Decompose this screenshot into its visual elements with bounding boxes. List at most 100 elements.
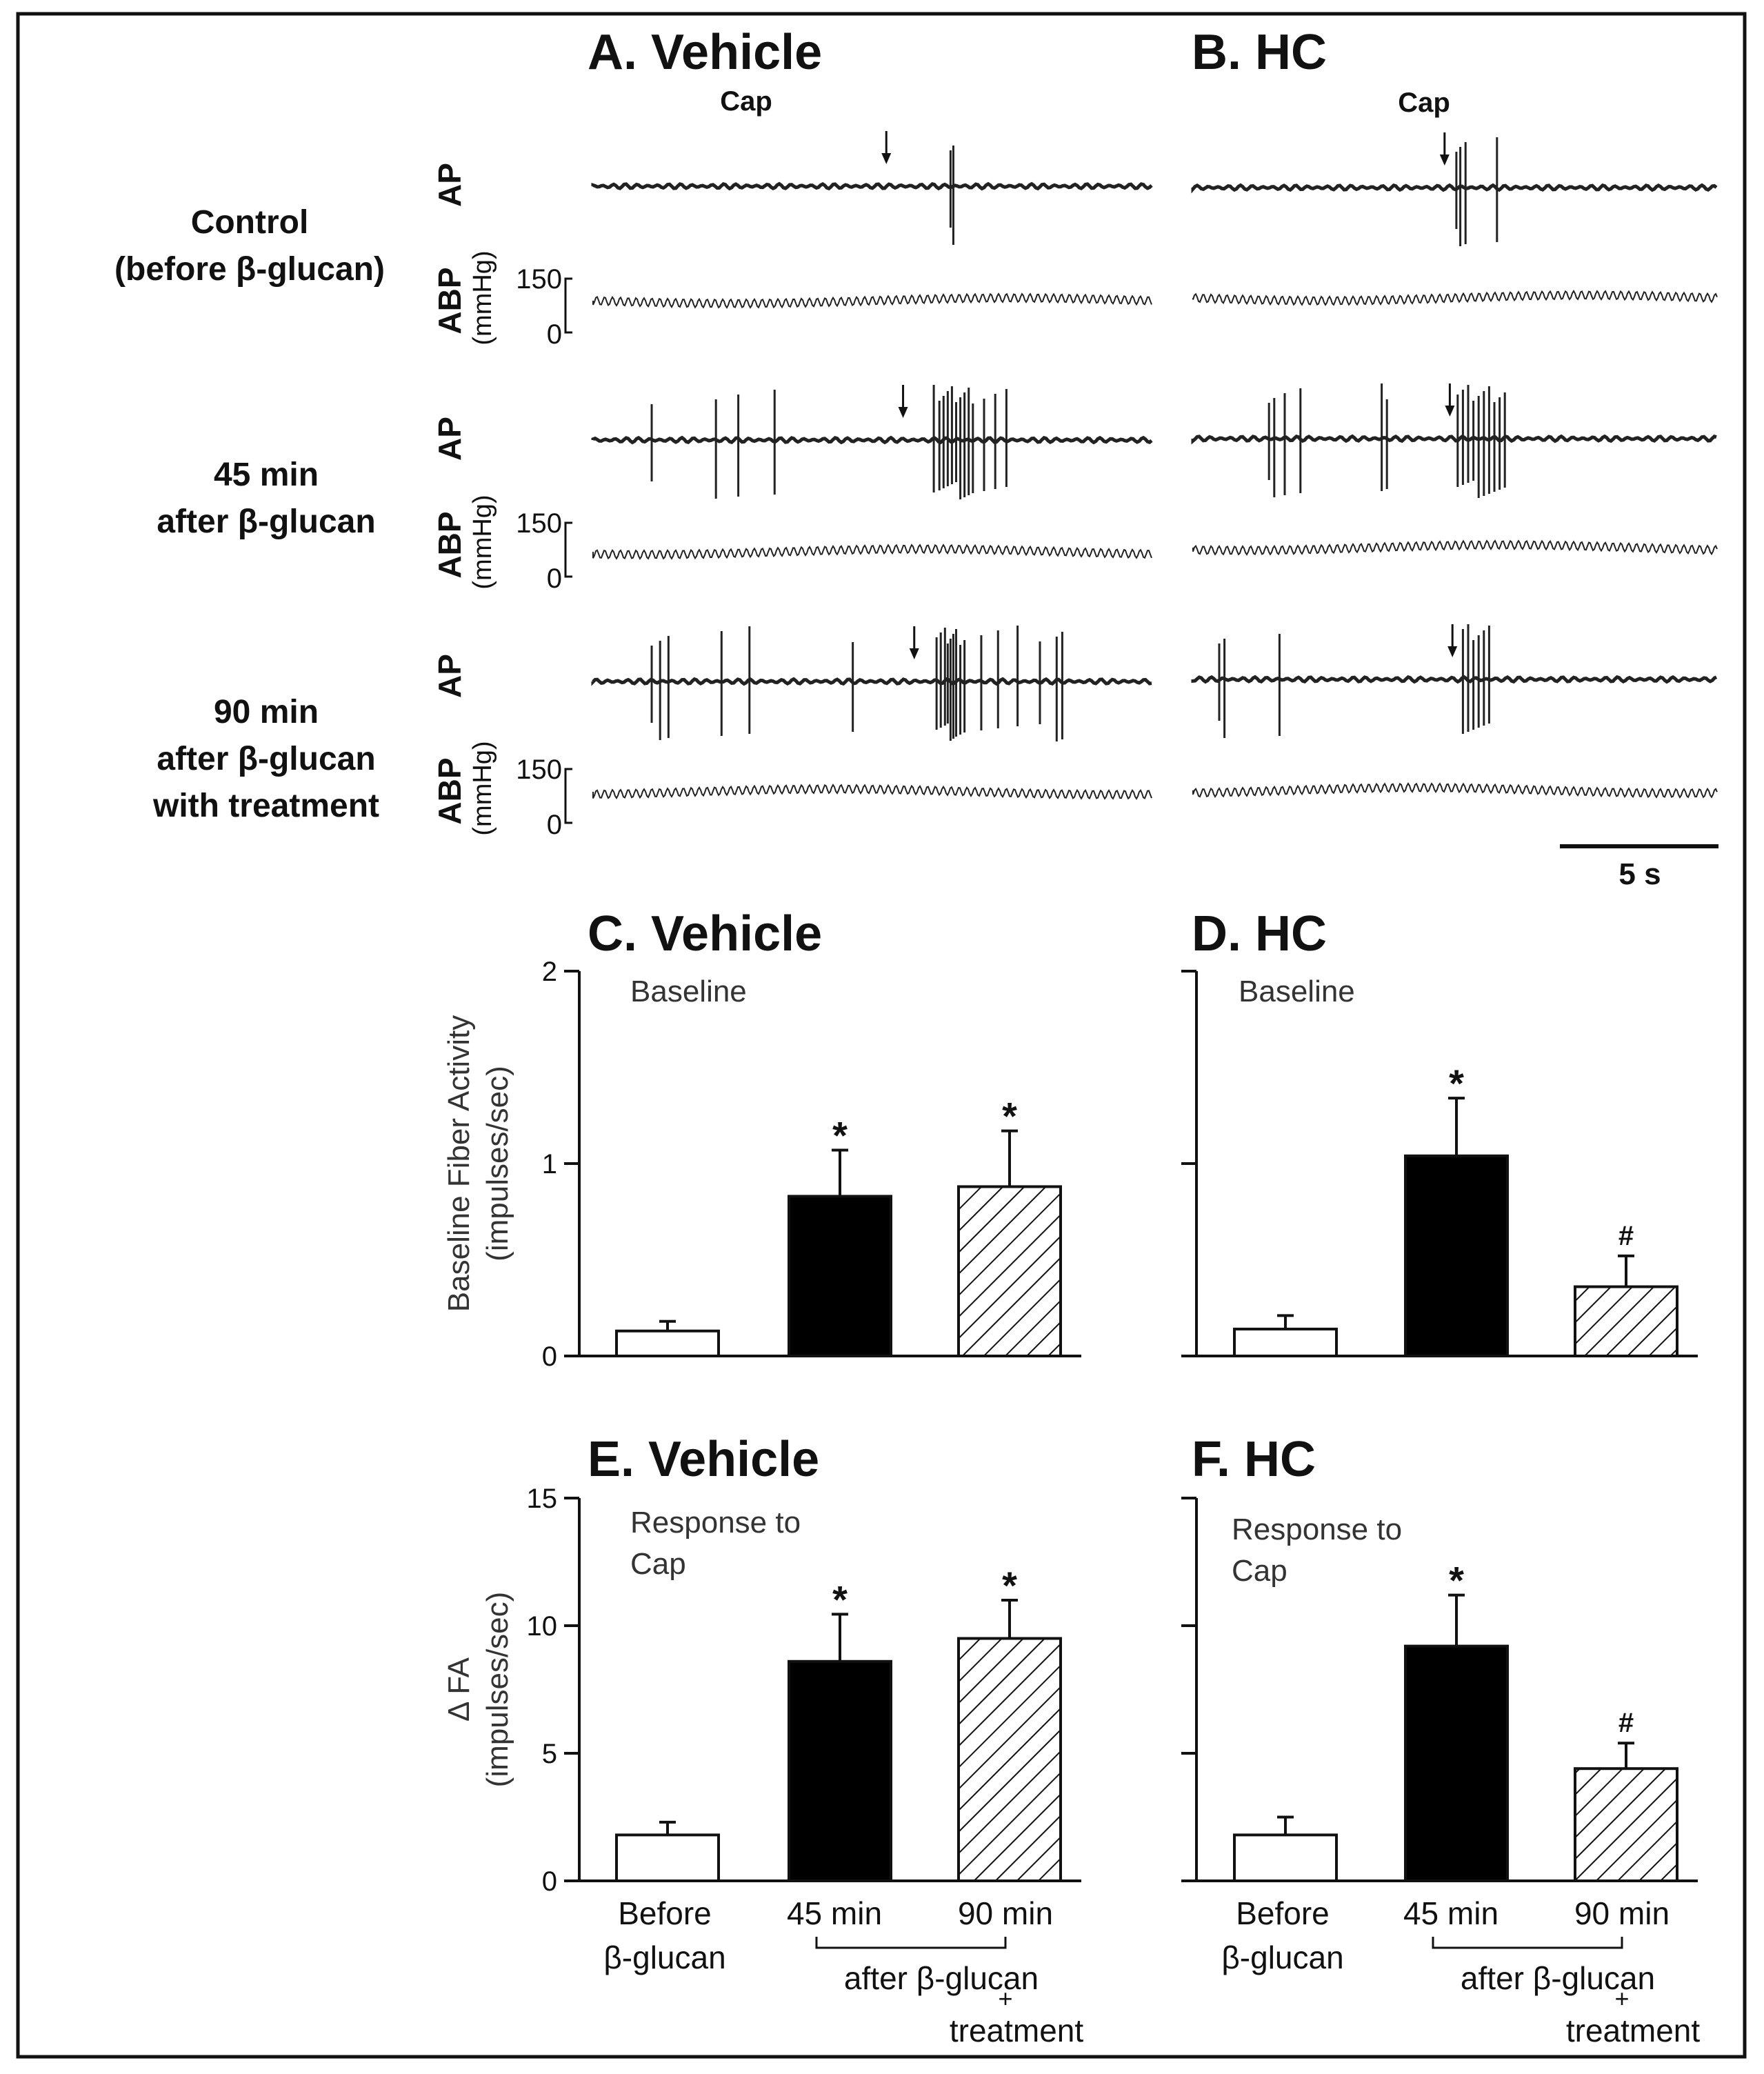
x-bracket-label: after β-glucan — [844, 1960, 1039, 1996]
bar — [788, 1195, 892, 1358]
y-tick-label: 0 — [542, 1866, 557, 1897]
bar — [1574, 1285, 1678, 1358]
x-category-label: 90 min — [958, 1895, 1053, 1931]
y-tick-label: 1 — [542, 1149, 557, 1179]
row-label-45min: 45 min after β-glucan — [157, 457, 375, 540]
panel-title-a: A. Vehicle — [588, 25, 822, 80]
chart-inset-label: Baseline — [1239, 975, 1355, 1008]
cap-arrow-head — [881, 153, 892, 164]
abp-unit-label: (mmHg) — [468, 495, 497, 589]
chart-inset-label: Response to — [630, 1506, 801, 1539]
ap-channel-label: AP — [432, 417, 468, 461]
time-bracket — [815, 1937, 1007, 1949]
significance-mark: * — [832, 1577, 848, 1621]
bar — [1574, 1767, 1678, 1882]
x-plus-label: + — [1614, 1984, 1629, 2013]
bar — [957, 1185, 1062, 1357]
scale-bar-label: 5 s — [1618, 857, 1661, 891]
cap-arrow-head — [1447, 646, 1458, 657]
cap-arrow-head — [898, 407, 908, 418]
abp-trace — [1192, 782, 1718, 799]
row-label-line: after β-glucan — [157, 741, 375, 777]
x-category-label: β-glucan — [1221, 1940, 1343, 1975]
y-axis-label: Baseline Fiber Activity — [442, 1015, 476, 1312]
bar — [615, 1833, 720, 1882]
significance-mark: * — [1449, 1061, 1464, 1105]
x-treatment-label: treatment — [1566, 2013, 1701, 2048]
x-treatment-label: treatment — [950, 2013, 1084, 2048]
bar-charts: C. Vehicle Baseline 0 1 2 Baseline Fiber Acti… — [442, 906, 1700, 2048]
x-bracket-label: after β-glucan — [1461, 1960, 1655, 1996]
significance-mark: # — [1618, 1221, 1634, 1251]
bar — [1404, 1154, 1509, 1357]
row-label-line: (before β-glucan) — [114, 251, 385, 288]
figure-border — [16, 12, 1747, 2059]
abp-scale-bracket — [564, 768, 572, 824]
abp-scale-min: 0 — [547, 810, 562, 840]
abp-trace — [592, 544, 1152, 560]
y-tick-label: 15 — [527, 1484, 558, 1514]
abp-scale-max: 150 — [516, 508, 562, 539]
row-label-line: with treatment — [152, 788, 379, 824]
ap-trace — [591, 677, 1152, 686]
significance-mark: * — [1002, 1095, 1017, 1138]
abp-trace — [1192, 290, 1718, 306]
abp-trace — [592, 292, 1152, 309]
chart-inset-label: Response to — [1232, 1513, 1402, 1546]
abp-channel-label: ABP — [432, 511, 468, 578]
chart-panel-c: C. Vehicle Baseline 0 1 2 Baseline Fiber Acti… — [442, 906, 1081, 1372]
x-plus-label: + — [998, 1984, 1012, 2013]
y-tick-label: 5 — [542, 1739, 557, 1769]
y-axis-label: (impulses/sec) — [481, 1066, 514, 1262]
bar — [788, 1659, 892, 1883]
abp-unit-label: (mmHg) — [468, 741, 497, 835]
chart-inset-label: Cap — [1232, 1554, 1287, 1588]
abp-scale-bracket — [564, 277, 572, 334]
chart-title: E. Vehicle — [588, 1432, 819, 1487]
panel-title-b: B. HC — [1192, 25, 1327, 80]
x-category-label: 45 min — [787, 1895, 882, 1931]
significance-mark: # — [1618, 1708, 1634, 1738]
y-tick-label: 2 — [542, 957, 557, 987]
abp-scale-bracket — [564, 521, 572, 578]
ap-trace — [1191, 675, 1718, 684]
time-bracket — [1432, 1937, 1623, 1949]
chart-panel-d: D. HC Baseline * # — [1181, 906, 1698, 1358]
x-category-label: Before — [1236, 1895, 1330, 1931]
abp-trace — [1192, 539, 1718, 556]
bar — [1233, 1833, 1338, 1882]
abp-channel-label: ABP — [432, 757, 468, 824]
row-label-line: 90 min — [214, 694, 319, 730]
row-label-line: after β-glucan — [157, 503, 375, 540]
ap-trace — [591, 181, 1153, 191]
row-label-line: 45 min — [214, 457, 319, 493]
chart-title: F. HC — [1192, 1432, 1316, 1487]
y-tick-label: 10 — [527, 1611, 558, 1642]
chart-title: C. Vehicle — [588, 906, 822, 961]
cap-arrow-head — [1445, 406, 1455, 417]
abp-scale-min: 0 — [547, 319, 562, 350]
bar — [1233, 1327, 1338, 1357]
y-tick-label: 0 — [542, 1342, 557, 1372]
x-category-label: 90 min — [1574, 1895, 1670, 1931]
abp-unit-label: (mmHg) — [468, 250, 497, 345]
chart-panel-e: E. Vehicle Response to Cap 0 5 10 15 Δ FA (impul… — [442, 1432, 1081, 1897]
bar — [615, 1329, 720, 1357]
abp-scale-max: 150 — [516, 755, 562, 785]
row-label-control: Control (before β-glucan) — [114, 204, 385, 288]
significance-mark: * — [1449, 1559, 1464, 1602]
chart-panel-f: F. HC Response to Cap * # — [1181, 1432, 1698, 1883]
abp-trace — [592, 784, 1152, 800]
x-category-label: 45 min — [1403, 1895, 1499, 1931]
ap-channel-label: AP — [432, 163, 468, 207]
x-category-label: Before — [618, 1895, 712, 1931]
significance-mark: * — [1002, 1564, 1017, 1607]
ap-trace — [1191, 183, 1718, 194]
bar — [957, 1637, 1062, 1882]
row-label-line: Control — [191, 204, 309, 241]
chart-inset-label: Baseline — [630, 975, 747, 1008]
cap-label-a: Cap — [720, 86, 772, 117]
x-axis-labels: Before β-glucan 45 min 90 min after β-glucan… — [603, 1895, 1083, 2048]
cap-label-b: Cap — [1398, 88, 1450, 118]
